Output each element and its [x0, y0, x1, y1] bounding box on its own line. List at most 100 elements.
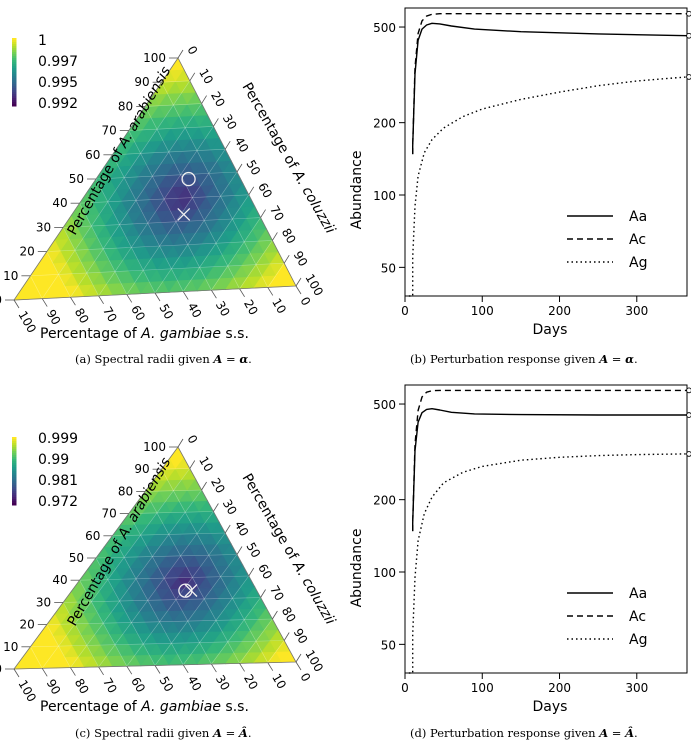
c-cbar-seg-6 — [12, 449, 17, 452]
panel-c-tick-labels: 0001010102020203030304040405050506060607… — [0, 433, 326, 705]
c-cbar-seg-16 — [12, 469, 17, 472]
c-tick-colu-0 — [177, 438, 184, 448]
c-cbar-seg-4 — [12, 445, 17, 448]
panel-b-line-chart: 0 100 200 300 50 100 200 500 Aa Ac Ag Abundance Da… — [349, 7, 691, 366]
c-tick-colu-100 — [295, 653, 302, 663]
c-tick-gamb-100 — [13, 668, 20, 678]
c-grid-colu-50 — [154, 554, 238, 666]
a-tick-gamb-20 — [239, 288, 245, 298]
a-grid-gamb-50 — [95, 178, 156, 294]
c-tick-colu-50 — [236, 546, 243, 555]
c-grid-gamb-30 — [128, 513, 212, 665]
a-grid-arab-30 — [63, 217, 261, 228]
c-grid-arab-10 — [30, 640, 285, 648]
a-grid-colu-20 — [70, 103, 202, 298]
c-tick-colu-70 — [260, 589, 266, 598]
c-tick-gamb-10 — [267, 662, 274, 671]
d-legend-label-Ag: Ag — [629, 632, 647, 648]
c-cbar-seg-18 — [12, 473, 17, 476]
a-ticklabel-arab-70: 70 — [102, 124, 117, 138]
a-tick-gamb-10 — [267, 287, 274, 296]
a-ticklabel-gamb-0: 0 — [297, 295, 313, 309]
c-cbar-seg-17 — [12, 471, 17, 474]
panel-a-colorbar-label-2: 0.997 — [38, 54, 78, 70]
c-cbar-seg-7 — [12, 451, 17, 454]
a-tick-gamb-80 — [70, 296, 76, 306]
b-series-Aa — [412, 22, 688, 155]
b-endpoint-Ac — [686, 10, 691, 17]
a-ticklabel-colu-100: 100 — [302, 272, 326, 299]
a-cbar-seg-24 — [12, 86, 17, 89]
c-cbar-seg-1 — [12, 439, 17, 442]
a-cbar-seg-26 — [12, 90, 17, 93]
c-cbar-seg-29 — [12, 495, 17, 498]
a-tick-colu-40 — [224, 140, 231, 150]
c-ticklabel-arab-40: 40 — [52, 573, 67, 587]
a-grid-gamb-70 — [62, 227, 99, 296]
panel-c-colorbar-label-1: 0.999 — [38, 431, 78, 447]
c-grid-colu-90 — [267, 640, 285, 663]
c-grid-gamb-20 — [144, 491, 240, 664]
c-grid-gamb-40 — [112, 535, 184, 665]
panel-c-colorbar — [12, 437, 17, 506]
a-tick-colu-80 — [272, 232, 278, 241]
a-ticklabel-arab-0: 0 — [0, 293, 2, 307]
c-cbar-seg-11 — [12, 459, 17, 462]
c-grid-arab-80 — [145, 489, 202, 492]
a-grid-gamb-90 — [30, 275, 43, 299]
c-ticklabel-gamb-0: 0 — [297, 671, 313, 685]
a-cbar-seg-4 — [12, 46, 17, 49]
c-ticklabel-arab-30: 30 — [36, 595, 51, 609]
b-plot-frame — [404, 7, 688, 297]
c-tick-colu-10 — [189, 460, 196, 469]
c-cbar-seg-9 — [12, 455, 17, 458]
c-cbar-seg-24 — [12, 485, 17, 488]
a-cbar-seg-7 — [12, 52, 17, 55]
panel-c-heatmap — [13, 446, 297, 670]
c-ticklabel-colu-80: 80 — [279, 605, 299, 625]
c-grid-colu-80 — [239, 618, 273, 664]
a-tick-colu-10 — [189, 72, 196, 82]
b-legend-label-Ac: Ac — [629, 232, 646, 248]
c-ticklabel-gamb-10: 10 — [269, 671, 289, 691]
a-ticklabel-gamb-60: 60 — [128, 303, 148, 323]
c-ticklabel-arab-10: 10 — [3, 640, 18, 654]
a-tick-gamb-60 — [126, 294, 133, 303]
c-grid-arab-20 — [46, 618, 273, 625]
panel-b-plot: 0 100 200 300 50 100 200 500 Aa Ac Ag — [373, 7, 691, 318]
b-ytick-label-100: 100 — [373, 189, 396, 203]
c-cbar-seg-10 — [12, 457, 17, 460]
a-cross-marker — [177, 207, 191, 221]
b-series-Ac — [412, 13, 687, 155]
a-tick-colu-0 — [177, 49, 184, 59]
d-legend-label-Ac: Ac — [629, 609, 646, 625]
a-tick-gamb-100 — [13, 299, 20, 309]
c-tick-gamb-0 — [295, 661, 302, 671]
a-cbar-seg-1 — [12, 40, 17, 43]
c-grid-colu-10 — [41, 468, 191, 669]
c-grid-colu-20 — [70, 489, 202, 668]
a-tick-colu-100 — [295, 277, 302, 287]
c-grid-arab-50 — [95, 554, 238, 559]
a-tick-gamb-40 — [182, 291, 189, 300]
c-cbar-seg-0 — [12, 437, 17, 440]
a-tick-colu-50 — [236, 163, 243, 173]
panel-a-colorbar — [12, 38, 17, 107]
b-legend-label-Aa: Aa — [629, 209, 647, 225]
a-ticklabel-colu-60: 60 — [255, 180, 275, 200]
c-cbar-seg-13 — [12, 463, 17, 466]
d-ytick-label-50: 50 — [381, 638, 396, 652]
b-endpoint-Aa — [686, 32, 691, 39]
a-circle-marker — [181, 171, 196, 187]
a-grid-gamb-80 — [46, 251, 71, 298]
a-grid-arab-70 — [128, 126, 214, 131]
a-tick-colu-90 — [283, 254, 290, 264]
c-tick-gamb-70 — [98, 666, 104, 676]
d-plot-frame — [404, 384, 688, 674]
d-series-Aa — [412, 408, 687, 532]
c-ticklabel-colu-60: 60 — [255, 562, 275, 582]
a-grid-gamb-20 — [144, 106, 240, 289]
c-ticklabel-gamb-30: 30 — [213, 673, 233, 693]
d-legend-label-Aa: Aa — [629, 586, 647, 602]
c-ticklabel-arab-20: 20 — [20, 618, 35, 632]
